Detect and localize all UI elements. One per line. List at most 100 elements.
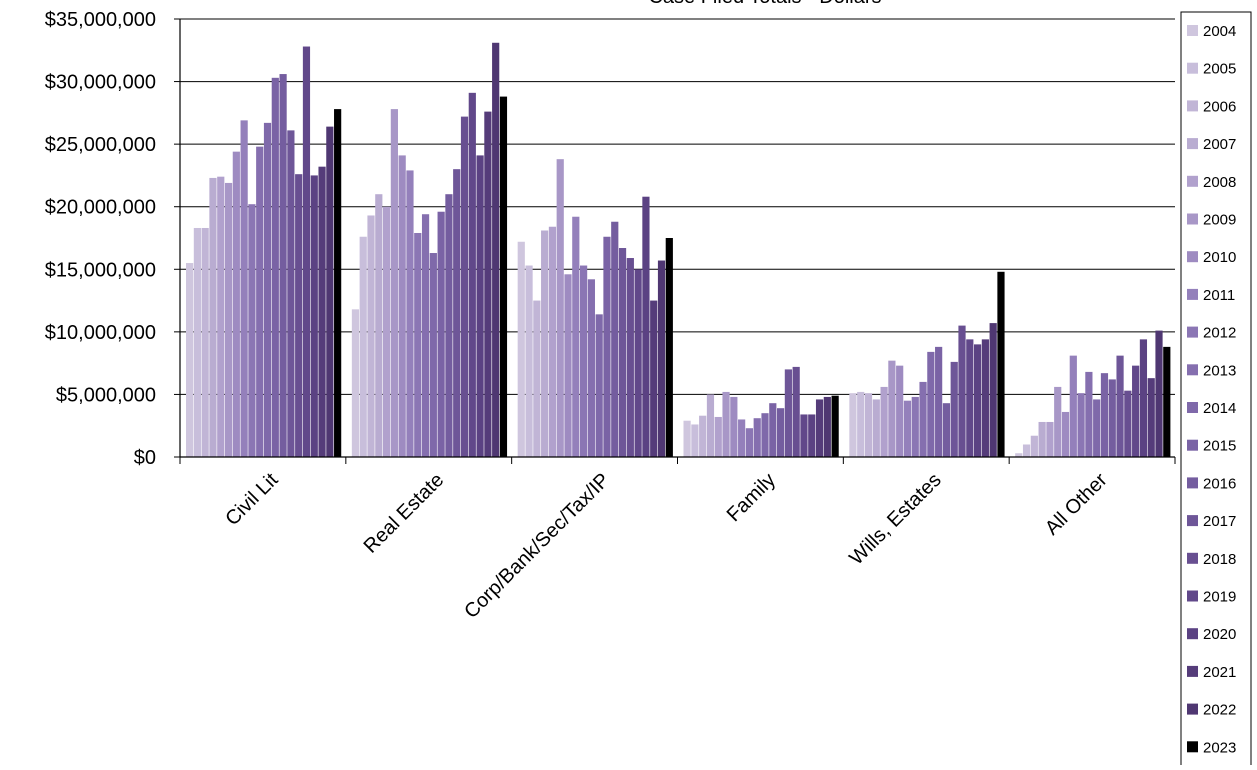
legend-label: 2021 — [1203, 664, 1236, 681]
bar-2019 — [800, 414, 808, 457]
bar-2020 — [1139, 339, 1148, 457]
legend-swatch — [1187, 138, 1198, 150]
x-tick-label: Real Estate — [360, 469, 449, 558]
bar-2009 — [722, 391, 730, 457]
bar-2014 — [761, 413, 769, 457]
bar-2019 — [634, 269, 642, 457]
legend-label: 2018 — [1203, 551, 1236, 568]
bar-2023 — [499, 96, 508, 458]
bar-2007 — [209, 177, 217, 457]
bar-2012 — [580, 265, 588, 457]
bar-2007 — [872, 399, 880, 457]
bar-2005 — [359, 236, 367, 457]
legend-swatch — [1187, 439, 1198, 451]
bar-2009 — [888, 360, 896, 457]
bar-2023 — [334, 109, 342, 458]
bar-2010 — [564, 274, 572, 457]
bar-2017 — [1116, 355, 1124, 457]
bar-2014 — [263, 122, 272, 458]
legend-label: 2023 — [1203, 739, 1236, 756]
bar-2009 — [1054, 386, 1062, 457]
legend-swatch — [1187, 175, 1198, 187]
bar-2010 — [1061, 411, 1070, 457]
y-tick-label: $20,000,000 — [45, 197, 156, 219]
bar-2020 — [310, 175, 318, 457]
bar-2020 — [642, 196, 650, 457]
bar-2022 — [657, 260, 666, 457]
bar-2017 — [453, 169, 461, 457]
bars — [186, 42, 1171, 458]
bar-2006 — [864, 393, 873, 457]
bar-2023 — [665, 238, 673, 457]
bar-2020 — [808, 414, 816, 457]
legend-label: 2019 — [1203, 589, 1236, 606]
legend-swatch — [1187, 665, 1198, 677]
legend-swatch — [1187, 703, 1198, 715]
legend-swatch — [1187, 628, 1198, 640]
legend-label: 2014 — [1203, 400, 1236, 417]
bar-2022 — [1155, 330, 1163, 457]
bar-2006 — [1030, 435, 1038, 457]
bar-2009 — [556, 159, 564, 457]
bar-2023 — [1163, 346, 1171, 457]
bar-2018 — [792, 366, 800, 457]
legend-swatch — [1187, 402, 1198, 413]
bar-2008 — [880, 386, 888, 457]
legend-label: 2022 — [1203, 702, 1236, 719]
bar-2016 — [942, 403, 951, 457]
bar-2006 — [201, 227, 209, 457]
bar-2016 — [279, 74, 287, 457]
bar-2018 — [958, 325, 966, 457]
legend-label: 2006 — [1203, 98, 1236, 115]
bar-2008 — [383, 206, 391, 457]
bar-2004 — [683, 420, 691, 457]
x-tick-label: Family — [723, 469, 780, 526]
bar-2011 — [240, 120, 248, 457]
bar-2011 — [1069, 355, 1077, 457]
bar-2015 — [935, 346, 943, 457]
legend-swatch — [1187, 552, 1198, 564]
bar-2020 — [974, 344, 982, 457]
y-tick-label: $15,000,000 — [45, 259, 156, 281]
bar-2014 — [927, 351, 935, 457]
bar-2012 — [414, 232, 422, 457]
bar-2010 — [730, 396, 738, 457]
bar-2014 — [1093, 399, 1101, 457]
legend-label: 2013 — [1203, 362, 1236, 379]
bar-2005 — [193, 227, 201, 457]
bar-2007 — [375, 194, 383, 457]
bar-2022 — [989, 323, 997, 457]
bar-2016 — [777, 408, 785, 457]
bar-2013 — [753, 418, 761, 457]
gridlines — [180, 18, 1175, 395]
bar-2019 — [966, 339, 974, 457]
bar-2012 — [745, 428, 754, 457]
x-axis-labels: Civil Lit Real Estate Corp/Bank/Sec/Tax/IP… — [221, 469, 1112, 623]
y-tick-label: $35,000,000 — [45, 9, 156, 31]
bar-2016 — [1108, 379, 1116, 457]
x-tick-label: Corp/Bank/Sec/Tax/IP — [460, 469, 614, 623]
bar-2012 — [911, 396, 919, 457]
legend-label: 2011 — [1203, 287, 1235, 304]
x-tick-label: Wills, Estates — [845, 469, 945, 569]
y-tick-label: $5,000,000 — [56, 384, 156, 406]
bar-2017 — [287, 130, 295, 457]
bar-2021 — [815, 399, 824, 457]
legend-label: 2007 — [1203, 136, 1236, 153]
bar-2005 — [525, 265, 533, 457]
bar-2010 — [232, 151, 240, 457]
bar-2004 — [517, 241, 525, 457]
legend-swatch — [1187, 364, 1198, 376]
y-tick-label: $25,000,000 — [45, 134, 156, 156]
bar-2014 — [429, 253, 437, 457]
bar-2007 — [1038, 421, 1046, 457]
bar-2011 — [903, 400, 912, 457]
bar-2016 — [445, 194, 453, 457]
bar-2006 — [699, 415, 707, 457]
y-tick-label: $30,000,000 — [45, 72, 156, 94]
bar-2004 — [186, 263, 194, 457]
bar-2021 — [650, 300, 658, 457]
bar-2018 — [460, 116, 469, 458]
bar-2004 — [1015, 453, 1023, 457]
